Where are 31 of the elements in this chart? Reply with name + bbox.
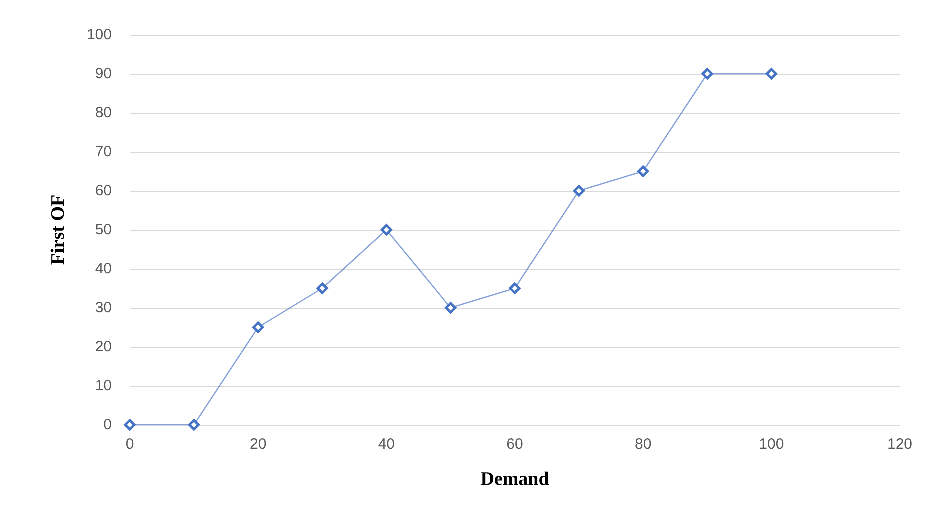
x-tick-label: 60 bbox=[506, 436, 524, 453]
x-tick-label: 120 bbox=[887, 436, 913, 453]
y-tick-label: 90 bbox=[95, 66, 112, 82]
point bbox=[316, 282, 328, 294]
y-tick-label: 60 bbox=[95, 182, 112, 200]
x-tick-label: 100 bbox=[759, 436, 784, 453]
x-tick-label: 0 bbox=[126, 436, 134, 453]
y-tick-label: 100 bbox=[86, 26, 112, 44]
point bbox=[188, 419, 200, 431]
y-tick-label: 50 bbox=[95, 222, 112, 238]
point bbox=[702, 68, 714, 80]
y-tick-label: 40 bbox=[95, 260, 112, 278]
point bbox=[445, 302, 457, 314]
y-tick-label: 80 bbox=[95, 104, 112, 122]
y-tick-label: 20 bbox=[95, 338, 112, 356]
point bbox=[766, 68, 778, 80]
x-tick-label: 80 bbox=[634, 436, 652, 453]
point bbox=[509, 282, 521, 294]
x-tick-label: 40 bbox=[378, 436, 396, 453]
point bbox=[252, 322, 264, 334]
x-tick-label: 20 bbox=[250, 436, 267, 453]
y-tick-label: 0 bbox=[104, 416, 112, 434]
point bbox=[573, 185, 585, 197]
y-tick-label: 30 bbox=[95, 300, 112, 316]
y-axis-title: First OF bbox=[48, 194, 69, 266]
y-tick-label: 70 bbox=[95, 144, 112, 160]
point bbox=[638, 166, 650, 178]
point bbox=[380, 224, 392, 236]
x-axis-title: Demand bbox=[480, 469, 550, 490]
point bbox=[124, 419, 136, 431]
y-tick-label: 10 bbox=[95, 378, 112, 394]
